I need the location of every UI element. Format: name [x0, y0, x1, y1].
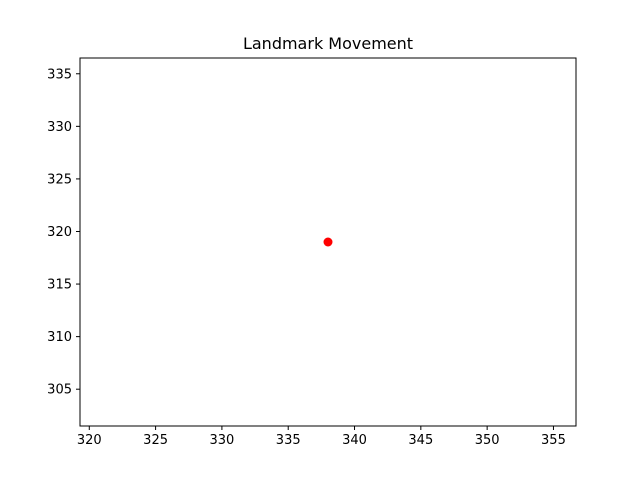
- x-axis: 320 325 330 335 340 345 350 355: [77, 426, 566, 448]
- y-tick-label: 320: [47, 225, 72, 240]
- x-tick-label: 320: [77, 433, 102, 448]
- chart-title: Landmark Movement: [243, 34, 413, 53]
- data-point: [323, 237, 333, 247]
- x-tick-label: 335: [276, 433, 301, 448]
- x-tick-label: 340: [342, 433, 367, 448]
- y-tick-label: 325: [47, 172, 72, 187]
- data-points: [323, 237, 333, 247]
- y-tick-label: 330: [47, 120, 72, 135]
- x-tick-label: 355: [541, 433, 566, 448]
- y-tick-label: 335: [47, 67, 72, 82]
- y-tick-label: 305: [47, 383, 72, 398]
- x-tick-label: 330: [209, 433, 234, 448]
- plot-area-frame: [79, 57, 577, 427]
- x-tick-label: 350: [475, 433, 500, 448]
- x-tick-label: 325: [143, 433, 168, 448]
- y-tick-label: 315: [47, 278, 72, 293]
- y-tick-label: 310: [47, 330, 72, 345]
- y-axis: 305 310 315 320 325 330 335: [47, 67, 80, 398]
- x-tick-label: 345: [408, 433, 433, 448]
